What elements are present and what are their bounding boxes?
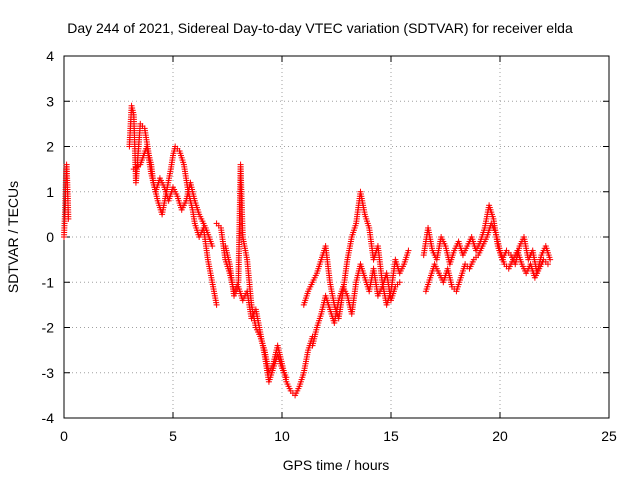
data-point [547,256,554,263]
grid-lines [64,56,609,418]
data-point [283,374,290,381]
x-tick-label: 15 [383,428,399,444]
data-point [396,279,403,286]
y-tick-label: 0 [46,229,54,245]
data-point [213,301,220,308]
data-point [65,215,72,222]
data-point [209,243,216,250]
data-points [61,102,554,399]
x-tick-label: 10 [274,428,290,444]
y-tick-label: -2 [42,320,55,336]
x-tick-label: 20 [492,428,508,444]
y-tick-label: -1 [42,274,55,290]
x-tick-label: 0 [60,428,68,444]
y-tick-labels: -4 -3 -2 -1 0 1 2 3 4 [42,48,55,426]
data-point [544,261,551,268]
x-tick-labels: 0 5 10 15 20 25 [60,428,617,444]
y-tick-label: 3 [46,93,54,109]
x-tick-label: 25 [601,428,617,444]
y-tick-label: -4 [42,410,55,426]
y-tick-label: 4 [46,48,54,64]
y-axis-label: SDTVAR / TECUs [5,181,21,293]
data-point [405,247,412,254]
y-tick-label: -3 [42,365,55,381]
y-tick-label: 2 [46,139,54,155]
x-axis-label: GPS time / hours [283,457,390,473]
y-tick-label: 1 [46,184,54,200]
chart-title: Day 244 of 2021, Sidereal Day-to-day VTE… [67,20,573,36]
x-tick-label: 5 [169,428,177,444]
